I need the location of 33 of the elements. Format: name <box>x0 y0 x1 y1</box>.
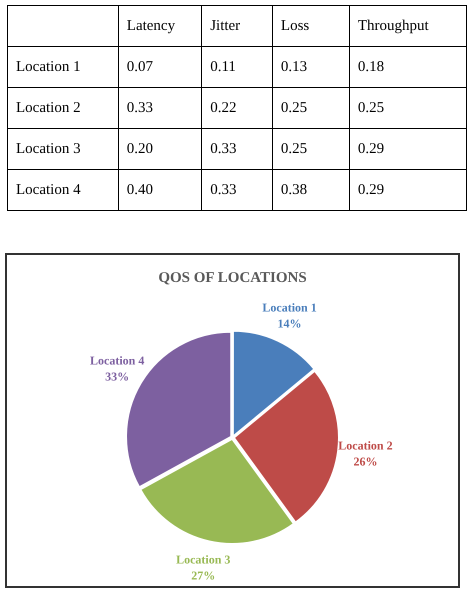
data-label: 0.38 <box>272 170 350 210</box>
y-tick-label: Location 4 <box>8 170 118 210</box>
y-tick-label: Location 2 <box>8 88 118 128</box>
slice-label: Location 3 <box>176 552 230 566</box>
data-label: 0.33 <box>202 170 272 210</box>
data-label: 27% <box>191 568 216 582</box>
data-label: 0.13 <box>272 46 350 88</box>
x-tick-label: Jitter <box>202 6 272 46</box>
data-label: 0.25 <box>272 128 350 170</box>
data-label: 0.22 <box>202 88 272 128</box>
x-tick-label: Latency <box>118 6 202 46</box>
data-label: 0.25 <box>272 88 350 128</box>
data-label: 0.29 <box>349 170 466 210</box>
slice-label: Location 2 <box>338 438 393 452</box>
data-label: 0.18 <box>349 46 466 88</box>
y-tick-label: Location 3 <box>8 128 118 170</box>
data-label: 0.40 <box>118 170 202 210</box>
data-label: 14% <box>278 316 302 330</box>
data-label: 0.11 <box>202 46 272 88</box>
data-label: 0.20 <box>118 128 202 170</box>
data-label: 0.07 <box>118 46 202 88</box>
x-tick-label: Throughput <box>349 6 466 46</box>
y-tick-label: Location 1 <box>8 46 118 88</box>
data-label: 0.33 <box>202 128 272 170</box>
slice-label: Location 1 <box>262 300 317 314</box>
data-label: 0.29 <box>349 128 466 170</box>
data-label: 33% <box>105 369 130 384</box>
data-label: 0.25 <box>349 88 466 128</box>
data-label: 26% <box>353 454 378 468</box>
x-tick-label: Loss <box>272 6 350 46</box>
chart-title: QOS OF LOCATIONS <box>158 270 307 286</box>
slice-label: Location 4 <box>90 353 144 368</box>
data-label: 0.33 <box>118 88 202 128</box>
